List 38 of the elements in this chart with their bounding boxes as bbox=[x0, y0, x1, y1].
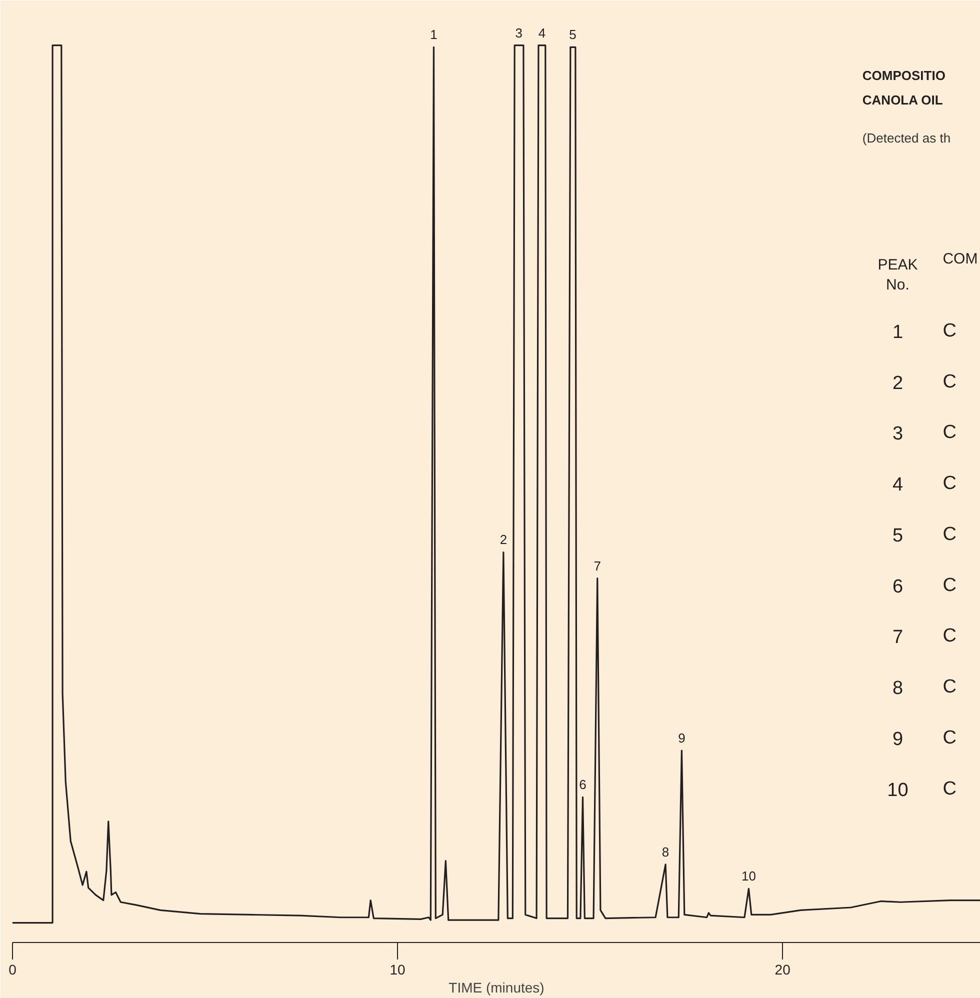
text: COMPOSITIO CANOLA OIL bbox=[862, 68, 946, 108]
annotation: C bbox=[942, 371, 956, 392]
annotation: C bbox=[942, 778, 956, 800]
annotation: 3 bbox=[515, 25, 522, 40]
annotation: COM bbox=[942, 250, 978, 268]
annotation: C bbox=[942, 524, 956, 545]
annotation: 6 bbox=[579, 777, 586, 792]
x-tick-label: 20 bbox=[774, 962, 791, 978]
annotation: 9 bbox=[678, 730, 686, 746]
annotation: 2 bbox=[892, 372, 904, 394]
annotation: 10 bbox=[887, 780, 908, 801]
annotation: 9 bbox=[892, 728, 904, 750]
annotation: 3 bbox=[892, 424, 904, 445]
annotation: 1 bbox=[892, 322, 904, 343]
annotation: 8 bbox=[892, 678, 904, 700]
annotation: C bbox=[942, 422, 956, 444]
annotation: 1 bbox=[430, 27, 438, 42]
annotation: C bbox=[942, 574, 956, 596]
annotation: 6 bbox=[892, 576, 904, 598]
annotation: C bbox=[942, 676, 956, 698]
annotation: 4 bbox=[892, 474, 904, 496]
annotation: PEAK No. bbox=[878, 256, 918, 294]
annotation: 5 bbox=[892, 525, 904, 546]
annotation: 8 bbox=[662, 844, 670, 860]
x-tick-label: 10 bbox=[390, 962, 406, 978]
annotation: C bbox=[942, 626, 956, 647]
annotation: 7 bbox=[594, 558, 601, 574]
x-axis-title: TIME (minutes) bbox=[448, 980, 544, 996]
annotation: 2 bbox=[500, 532, 508, 548]
annotation: 4 bbox=[538, 25, 546, 40]
text: (Detected as th bbox=[862, 130, 951, 146]
annotation: C bbox=[942, 320, 956, 342]
annotation: C bbox=[942, 727, 956, 748]
x-tick-label: 0 bbox=[8, 962, 17, 978]
annotation: 7 bbox=[892, 627, 904, 648]
annotation: 5 bbox=[569, 27, 576, 42]
annotation: C bbox=[942, 473, 956, 494]
annotation: 10 bbox=[741, 868, 756, 884]
